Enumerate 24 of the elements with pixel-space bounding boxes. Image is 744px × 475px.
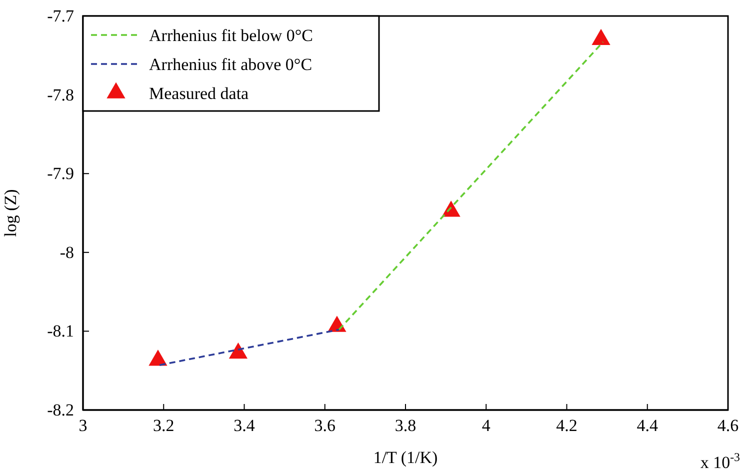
y-tick-label: -8 (60, 242, 74, 262)
x-axis-title: 1/T (1/K) (373, 448, 438, 467)
x-tick-label: 4 (482, 416, 491, 436)
x-tick-label: 3 (78, 416, 88, 436)
x-tick-label: 4.4 (636, 416, 658, 436)
y-tick-label: -7.8 (47, 85, 74, 104)
legend-label: Arrhenius fit below 0°C (149, 26, 314, 45)
y-axis-title: log (Z) (1, 189, 20, 237)
legend-label: Arrhenius fit above 0°C (149, 55, 312, 74)
x-tick-label: 3.2 (153, 416, 174, 436)
y-tick-label: -7.7 (47, 6, 74, 26)
x-tick-label: 4.2 (556, 416, 578, 436)
legend-label: Measured data (149, 84, 250, 103)
y-tick-label: -7.9 (47, 164, 74, 184)
x-tick-label: 4.6 (717, 416, 739, 436)
point (228, 342, 248, 359)
y-tick-label: -8.1 (47, 322, 74, 341)
x-tick-label: 3.4 (234, 416, 256, 436)
point (592, 28, 610, 46)
x-tick-label: 3.8 (394, 416, 416, 436)
point (148, 350, 168, 366)
x-tick-label: 3.6 (314, 416, 336, 436)
text: x 10$^{-3}$ (700, 450, 740, 472)
y-tick-label: -8.2 (47, 400, 74, 420)
